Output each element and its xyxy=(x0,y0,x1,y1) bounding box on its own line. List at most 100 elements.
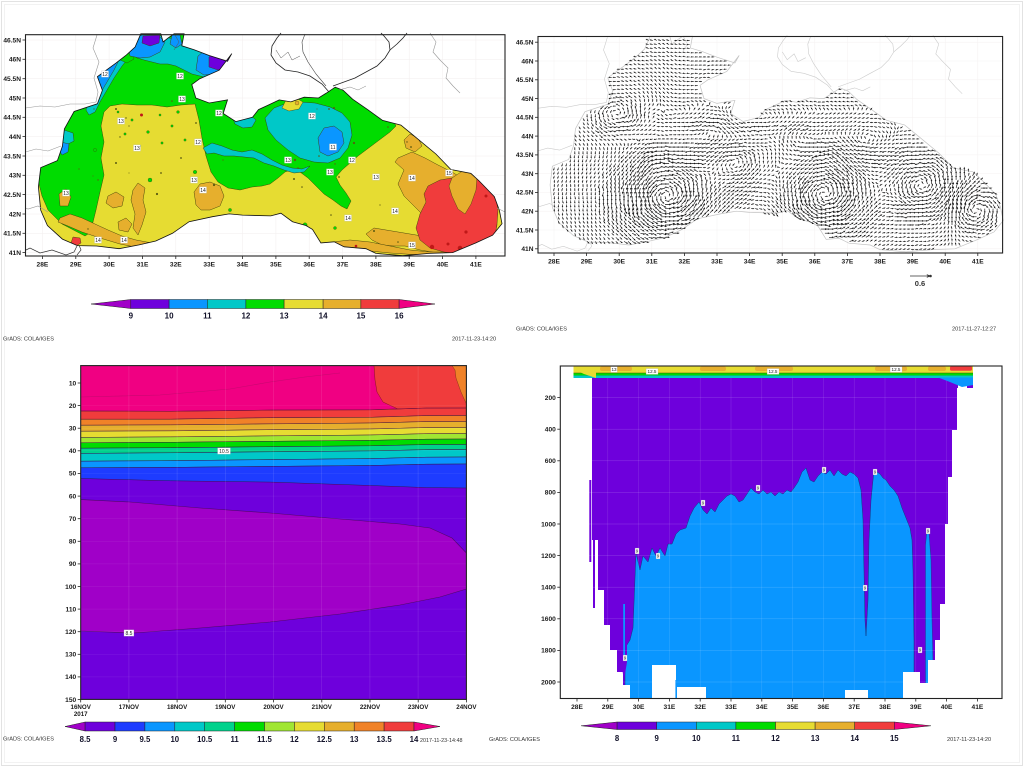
svg-text:13: 13 xyxy=(811,734,820,743)
svg-text:8.5: 8.5 xyxy=(80,735,92,744)
svg-text:16: 16 xyxy=(395,312,404,321)
svg-text:46.5N: 46.5N xyxy=(3,37,21,44)
svg-text:44N: 44N xyxy=(9,134,21,141)
svg-text:9: 9 xyxy=(864,586,867,591)
svg-text:14: 14 xyxy=(409,176,415,182)
svg-text:120: 120 xyxy=(65,629,76,636)
svg-text:12.5: 12.5 xyxy=(648,369,657,374)
svg-text:38E: 38E xyxy=(879,704,891,711)
svg-text:9: 9 xyxy=(624,656,627,661)
svg-text:12.5: 12.5 xyxy=(892,367,901,372)
svg-text:10: 10 xyxy=(69,380,77,387)
svg-text:1000: 1000 xyxy=(541,521,556,528)
svg-text:90: 90 xyxy=(69,561,77,568)
svg-text:14: 14 xyxy=(410,735,419,744)
svg-text:40E: 40E xyxy=(941,704,953,711)
svg-text:34E: 34E xyxy=(756,704,768,711)
svg-text:13: 13 xyxy=(280,312,289,321)
svg-text:8.5: 8.5 xyxy=(126,631,133,637)
svg-text:34E: 34E xyxy=(237,262,249,269)
svg-text:37E: 37E xyxy=(848,704,860,711)
svg-text:110: 110 xyxy=(66,606,77,613)
svg-text:32E: 32E xyxy=(694,704,706,711)
svg-text:2017-11-27-12:27: 2017-11-27-12:27 xyxy=(952,327,996,333)
svg-text:14: 14 xyxy=(95,238,101,244)
svg-text:15: 15 xyxy=(409,243,415,249)
svg-text:12.5: 12.5 xyxy=(769,369,778,374)
svg-text:45.5N: 45.5N xyxy=(516,77,534,84)
svg-text:9.5: 9.5 xyxy=(139,735,151,744)
svg-text:46N: 46N xyxy=(9,57,21,64)
svg-text:9: 9 xyxy=(113,735,118,744)
svg-text:70: 70 xyxy=(69,516,77,523)
svg-text:23NOV: 23NOV xyxy=(408,704,429,711)
svg-text:29E: 29E xyxy=(581,259,593,266)
svg-text:1400: 1400 xyxy=(541,585,556,592)
svg-text:13: 13 xyxy=(373,175,379,181)
svg-text:41N: 41N xyxy=(521,246,533,253)
svg-text:46.5N: 46.5N xyxy=(516,40,534,47)
svg-text:50: 50 xyxy=(69,471,77,478)
svg-text:12.5: 12.5 xyxy=(317,735,333,744)
svg-text:400: 400 xyxy=(545,427,556,434)
svg-text:29E: 29E xyxy=(70,262,82,269)
svg-text:10: 10 xyxy=(692,734,701,743)
svg-text:2017-11-23-14:48: 2017-11-23-14:48 xyxy=(420,738,462,744)
svg-text:11: 11 xyxy=(732,734,741,743)
svg-text:12: 12 xyxy=(290,735,299,744)
svg-text:9: 9 xyxy=(823,468,826,473)
svg-text:10: 10 xyxy=(170,735,179,744)
svg-text:30: 30 xyxy=(69,426,77,433)
svg-text:1800: 1800 xyxy=(541,648,556,655)
svg-text:12: 12 xyxy=(177,74,183,80)
svg-text:31E: 31E xyxy=(137,262,149,269)
svg-text:13: 13 xyxy=(327,170,333,176)
svg-text:42N: 42N xyxy=(521,209,533,216)
svg-text:GrADS: COLA/IGES: GrADS: COLA/IGES xyxy=(516,327,567,333)
svg-text:30E: 30E xyxy=(633,704,645,711)
svg-text:13: 13 xyxy=(134,146,140,152)
svg-text:9: 9 xyxy=(874,470,877,475)
svg-text:80: 80 xyxy=(69,539,77,546)
svg-text:43.5N: 43.5N xyxy=(3,153,21,160)
svg-text:21NOV: 21NOV xyxy=(312,704,333,711)
svg-text:11: 11 xyxy=(330,145,335,151)
svg-text:10: 10 xyxy=(165,312,174,321)
svg-text:12: 12 xyxy=(195,140,201,146)
svg-text:9: 9 xyxy=(657,554,660,559)
svg-text:150: 150 xyxy=(65,697,76,704)
svg-text:GrADS: COLA/IGES: GrADS: COLA/IGES xyxy=(3,337,54,343)
svg-text:38E: 38E xyxy=(874,259,886,266)
svg-text:42.5N: 42.5N xyxy=(3,192,21,199)
svg-text:100: 100 xyxy=(65,584,76,591)
svg-text:60: 60 xyxy=(69,493,77,500)
svg-text:13: 13 xyxy=(611,367,617,372)
svg-text:39E: 39E xyxy=(910,704,922,711)
svg-text:43.5N: 43.5N xyxy=(516,152,534,159)
svg-text:800: 800 xyxy=(545,490,556,497)
svg-text:1600: 1600 xyxy=(541,616,556,623)
svg-text:12: 12 xyxy=(102,72,108,78)
svg-text:11.5: 11.5 xyxy=(257,735,272,744)
svg-text:10.5: 10.5 xyxy=(219,449,229,455)
svg-text:28E: 28E xyxy=(37,262,49,269)
svg-text:30E: 30E xyxy=(103,262,115,269)
svg-text:39E: 39E xyxy=(403,262,415,269)
svg-text:18NOV: 18NOV xyxy=(167,704,188,711)
svg-text:16NOV: 16NOV xyxy=(71,704,92,711)
svg-text:43N: 43N xyxy=(521,171,533,178)
svg-text:2017: 2017 xyxy=(74,711,88,718)
svg-text:41E: 41E xyxy=(972,704,984,711)
svg-text:19NOV: 19NOV xyxy=(215,704,236,711)
svg-text:46N: 46N xyxy=(521,58,533,65)
svg-text:0.6: 0.6 xyxy=(915,279,925,288)
svg-text:44.5N: 44.5N xyxy=(3,115,21,122)
svg-text:12: 12 xyxy=(309,114,315,120)
svg-text:36E: 36E xyxy=(303,262,315,269)
svg-text:33E: 33E xyxy=(203,262,215,269)
svg-text:9: 9 xyxy=(702,501,705,506)
svg-text:9: 9 xyxy=(757,486,760,491)
svg-text:36E: 36E xyxy=(809,259,821,266)
svg-text:11: 11 xyxy=(203,312,212,321)
svg-text:40E: 40E xyxy=(437,262,449,269)
